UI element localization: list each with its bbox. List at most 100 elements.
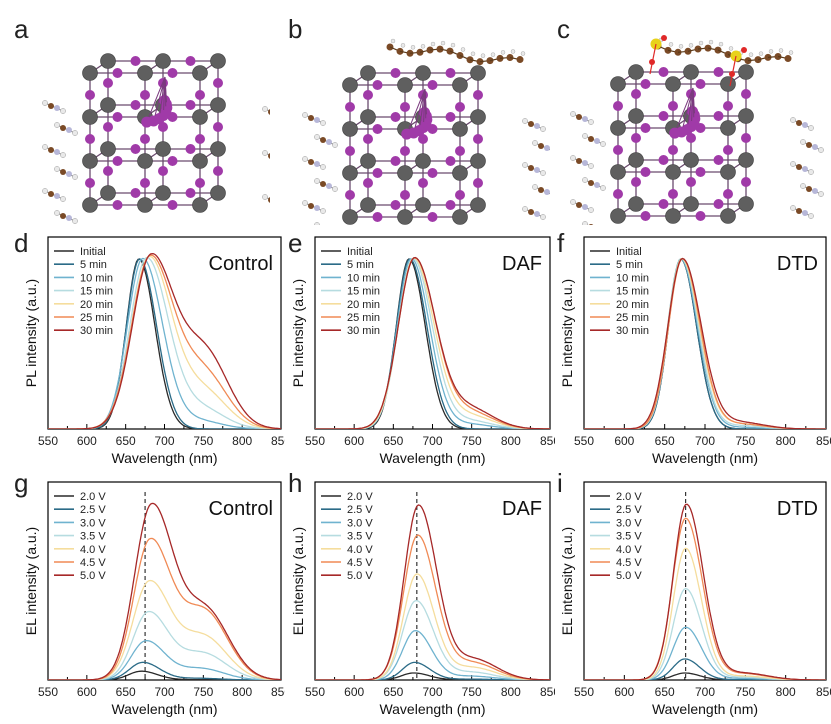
lead-atom [342,77,358,93]
iodide-atom [372,124,383,134]
lead-atom [100,141,116,157]
nitrogen-atom [314,161,320,167]
crystal-structure-control [42,53,270,224]
iodide-atom [455,146,465,156]
hydrogen-atom [314,178,320,184]
x-tick-label: 750 [462,434,482,448]
panel-letter-g: g [14,468,29,498]
x-tick-label: 550 [574,685,594,699]
legend-label: 30 min [80,325,113,337]
carbon-atom [588,224,594,225]
hydrogen-atom [60,152,66,158]
carbon-atom [588,136,594,142]
carbon-atom [320,181,326,187]
panel-letter-a: a [14,14,29,44]
legend-label: 4.5 V [616,557,642,569]
iodide-atom [185,100,196,110]
y-axis-label: PL intensity (a.u.) [559,279,575,387]
lead-atom [628,152,644,168]
hydrogen-atom [262,194,268,200]
iodide-atom [658,155,669,165]
lead-atom [738,152,754,168]
lead-atom [665,208,681,224]
legend-label: 30 min [347,325,380,337]
cation-bond [304,202,324,212]
chart-title: DAF [502,253,542,275]
nitrogen-atom [54,149,60,155]
hydrogen-atom [60,108,66,114]
iodide-atom [455,102,465,112]
nitrogen-atom [594,138,600,144]
x-tick-label: 850 [271,685,285,699]
carbon-atom [528,165,534,171]
hydrogen-atom [314,222,320,225]
lead-atom [610,76,626,92]
lead-atom [452,165,468,181]
legend-label: 2.5 V [347,504,373,516]
hydrogen-atom [540,126,546,132]
iodide-atom [723,145,733,155]
nitrogen-atom [314,205,320,211]
iodide-atom [85,178,95,188]
series-line [315,258,550,429]
nitrogen-atom [544,189,550,195]
iodide-atom [372,168,383,178]
x-tick-label: 600 [614,434,634,448]
iodide-atom [158,122,168,132]
carbon-atom [268,109,270,115]
cation-bond [572,113,592,123]
lead-atom [342,209,358,225]
x-tick-label: 800 [776,434,796,448]
hydrogen-atom [400,43,406,48]
legend-label: 4.5 V [347,557,373,569]
nitrogen-atom [66,171,72,177]
hydrogen-atom [600,141,606,147]
series-line [315,504,550,680]
hydrogen-atom [72,174,78,180]
cation-bond [316,136,336,146]
x-axis-label: Wavelength (nm) [111,701,217,717]
iodide-atom [631,89,641,99]
legend-label: Initial [80,246,106,258]
iodide-atom [613,189,623,199]
pl-chart-control: 550 600 650 700 750 800 850 Wavelength (nm) PL i… [23,236,285,466]
carbon-atom [268,197,270,203]
lead-atom [82,109,98,125]
panel-letter-i: i [557,468,563,498]
hydrogen-atom [678,44,684,49]
carbon-atom [456,51,464,59]
hydrogen-atom [748,52,754,57]
series-line [48,610,281,680]
series-line [315,258,550,429]
hydrogen-atom [470,51,476,56]
lead-atom [137,197,153,213]
x-axis-label: Wavelength (nm) [652,450,758,466]
x-tick-label: 800 [776,685,796,699]
x-tick-label: 850 [816,685,831,699]
panel-letter-e: e [288,228,303,258]
x-tick-label: 600 [344,685,364,699]
cation-bond [524,164,544,174]
legend-label: 2.5 V [616,504,642,516]
iodide-atom [631,133,641,143]
hydrogen-atom [708,39,714,45]
legend-label: 5.0 V [616,570,642,582]
hydrogen-atom [302,200,308,206]
lead-atom [452,121,468,137]
migration-bond [690,87,694,127]
lead-atom [720,120,736,136]
iodide-atom [631,177,641,187]
legend-label: Initial [347,246,373,258]
nitrogen-atom [66,127,72,133]
cation-bond [524,208,544,218]
legend-label: 30 min [616,325,649,337]
hydrogen-atom [540,214,546,220]
lead-atom [470,109,486,125]
lead-atom [628,64,644,80]
series-line [48,640,281,680]
hydrogen-atom [72,218,78,224]
lead-atom [342,165,358,181]
legend-label: 2.0 V [347,491,373,503]
x-tick-label: 650 [116,434,136,448]
lead-atom [137,65,153,81]
